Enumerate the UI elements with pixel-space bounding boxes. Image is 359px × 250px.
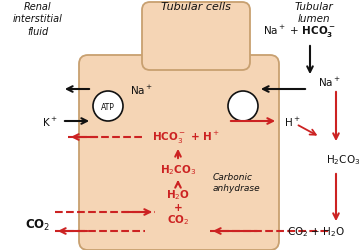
Text: H$_2$CO$_3$: H$_2$CO$_3$	[326, 152, 359, 166]
FancyBboxPatch shape	[142, 3, 250, 71]
Text: H$_2$O: H$_2$O	[166, 187, 190, 201]
Circle shape	[228, 92, 258, 122]
Text: CO$_2$: CO$_2$	[167, 212, 189, 226]
Text: +: +	[174, 202, 182, 212]
Text: H$_2$CO$_3$: H$_2$CO$_3$	[160, 162, 196, 176]
Text: Tubular cells: Tubular cells	[161, 2, 231, 12]
Text: Renal
interstitial
fluid: Renal interstitial fluid	[13, 2, 63, 37]
Text: Na$^+$ + $\mathbf{HCO_3^-}$: Na$^+$ + $\mathbf{HCO_3^-}$	[263, 24, 335, 40]
Text: H$^+$: H$^+$	[284, 115, 301, 128]
Text: Na$^+$: Na$^+$	[130, 83, 153, 96]
Text: CO$_2$ + H$_2$O: CO$_2$ + H$_2$O	[287, 224, 345, 238]
Circle shape	[93, 92, 123, 122]
FancyBboxPatch shape	[79, 56, 279, 250]
Text: CO$_2$: CO$_2$	[25, 216, 51, 232]
Text: HCO$_3^-$ + H$^+$: HCO$_3^-$ + H$^+$	[152, 130, 220, 146]
Text: Carbonic
anhydrase: Carbonic anhydrase	[213, 172, 261, 192]
Text: K$^+$: K$^+$	[42, 115, 58, 128]
Text: Tubular
lumen: Tubular lumen	[295, 2, 334, 24]
Text: Na$^+$: Na$^+$	[318, 75, 341, 88]
Text: ATP: ATP	[101, 102, 115, 111]
